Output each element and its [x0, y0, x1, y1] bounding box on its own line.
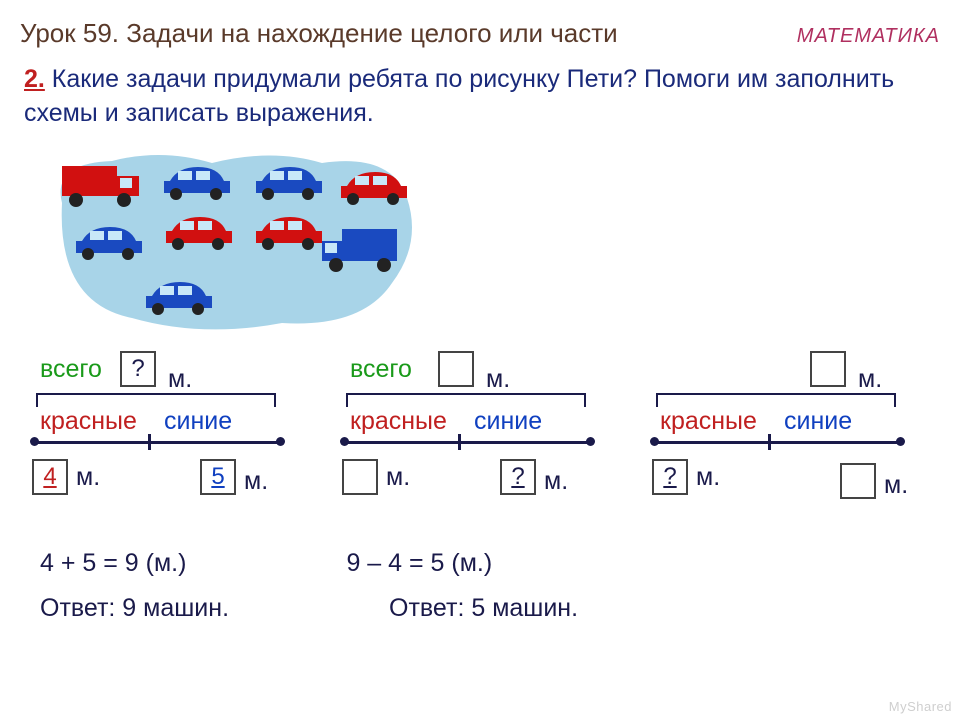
lesson-title: Урок 59. Задачи на нахождение целого или…	[20, 18, 618, 49]
total-word: всего	[40, 355, 102, 384]
tick-mid	[768, 434, 771, 450]
question-text: 2. Какие задачи придумали ребята по рису…	[0, 57, 960, 133]
diagram-2: всего м. красные синие м. ? м.	[330, 351, 620, 511]
tick-mid	[458, 434, 461, 450]
segment-line	[32, 441, 280, 444]
blue-label: синие	[784, 407, 852, 436]
total-unit: м.	[858, 365, 882, 394]
equation-2: 9 – 4 = 5 (м.)	[346, 541, 492, 586]
diagram-1: всего ? м. красные синие 4 м. 5 м.	[20, 351, 310, 511]
dot-right	[896, 437, 905, 446]
red-label: красные	[40, 407, 137, 436]
total-unit: м.	[168, 365, 192, 394]
blue-label: синие	[164, 407, 232, 436]
total-unit: м.	[486, 365, 510, 394]
red-label: красные	[660, 407, 757, 436]
cars-illustration	[42, 143, 422, 333]
total-word: всего	[350, 355, 412, 384]
right-unit: м.	[884, 471, 908, 500]
cars-svg	[42, 143, 422, 333]
bracket-top	[656, 393, 896, 407]
watermark: MyShared	[889, 699, 952, 714]
segment-line	[342, 441, 590, 444]
bracket-top	[36, 393, 276, 407]
equations-row: 4 + 5 = 9 (м.) 9 – 4 = 5 (м.)	[40, 541, 960, 586]
diagram-3: м. красные синие ? м. м.	[640, 351, 930, 511]
left-box: ?	[652, 459, 688, 495]
left-unit: м.	[386, 463, 410, 492]
right-box: ?	[500, 459, 536, 495]
red-label: красные	[350, 407, 447, 436]
diagrams-row: всего ? м. красные синие 4 м. 5 м. всего…	[20, 351, 960, 511]
left-unit: м.	[76, 463, 100, 492]
dot-left	[650, 437, 659, 446]
question-number: 2.	[24, 65, 45, 93]
header: Урок 59. Задачи на нахождение целого или…	[0, 0, 960, 57]
total-box	[810, 351, 846, 387]
answers-text-row: Ответ: 9 машин. Ответ: 5 машин.	[40, 586, 960, 631]
total-box: ?	[120, 351, 156, 387]
question-body: Какие задачи придумали ребята по рисунку…	[24, 65, 894, 127]
answers-block: 4 + 5 = 9 (м.) 9 – 4 = 5 (м.) Ответ: 9 м…	[40, 541, 960, 631]
segment-line	[652, 441, 900, 444]
equation-1: 4 + 5 = 9 (м.)	[40, 541, 186, 586]
left-unit: м.	[696, 463, 720, 492]
right-unit: м.	[244, 467, 268, 496]
answer-1: Ответ: 9 машин.	[40, 586, 229, 631]
right-box	[840, 463, 876, 499]
right-unit: м.	[544, 467, 568, 496]
dot-left	[340, 437, 349, 446]
dot-right	[586, 437, 595, 446]
bracket-top	[346, 393, 586, 407]
tick-mid	[148, 434, 151, 450]
subject-label: МАТЕМАТИКА	[797, 25, 940, 48]
right-box: 5	[200, 459, 236, 495]
left-box	[342, 459, 378, 495]
dot-right	[276, 437, 285, 446]
left-box: 4	[32, 459, 68, 495]
total-box	[438, 351, 474, 387]
dot-left	[30, 437, 39, 446]
blue-label: синие	[474, 407, 542, 436]
answer-2: Ответ: 5 машин.	[389, 586, 578, 631]
